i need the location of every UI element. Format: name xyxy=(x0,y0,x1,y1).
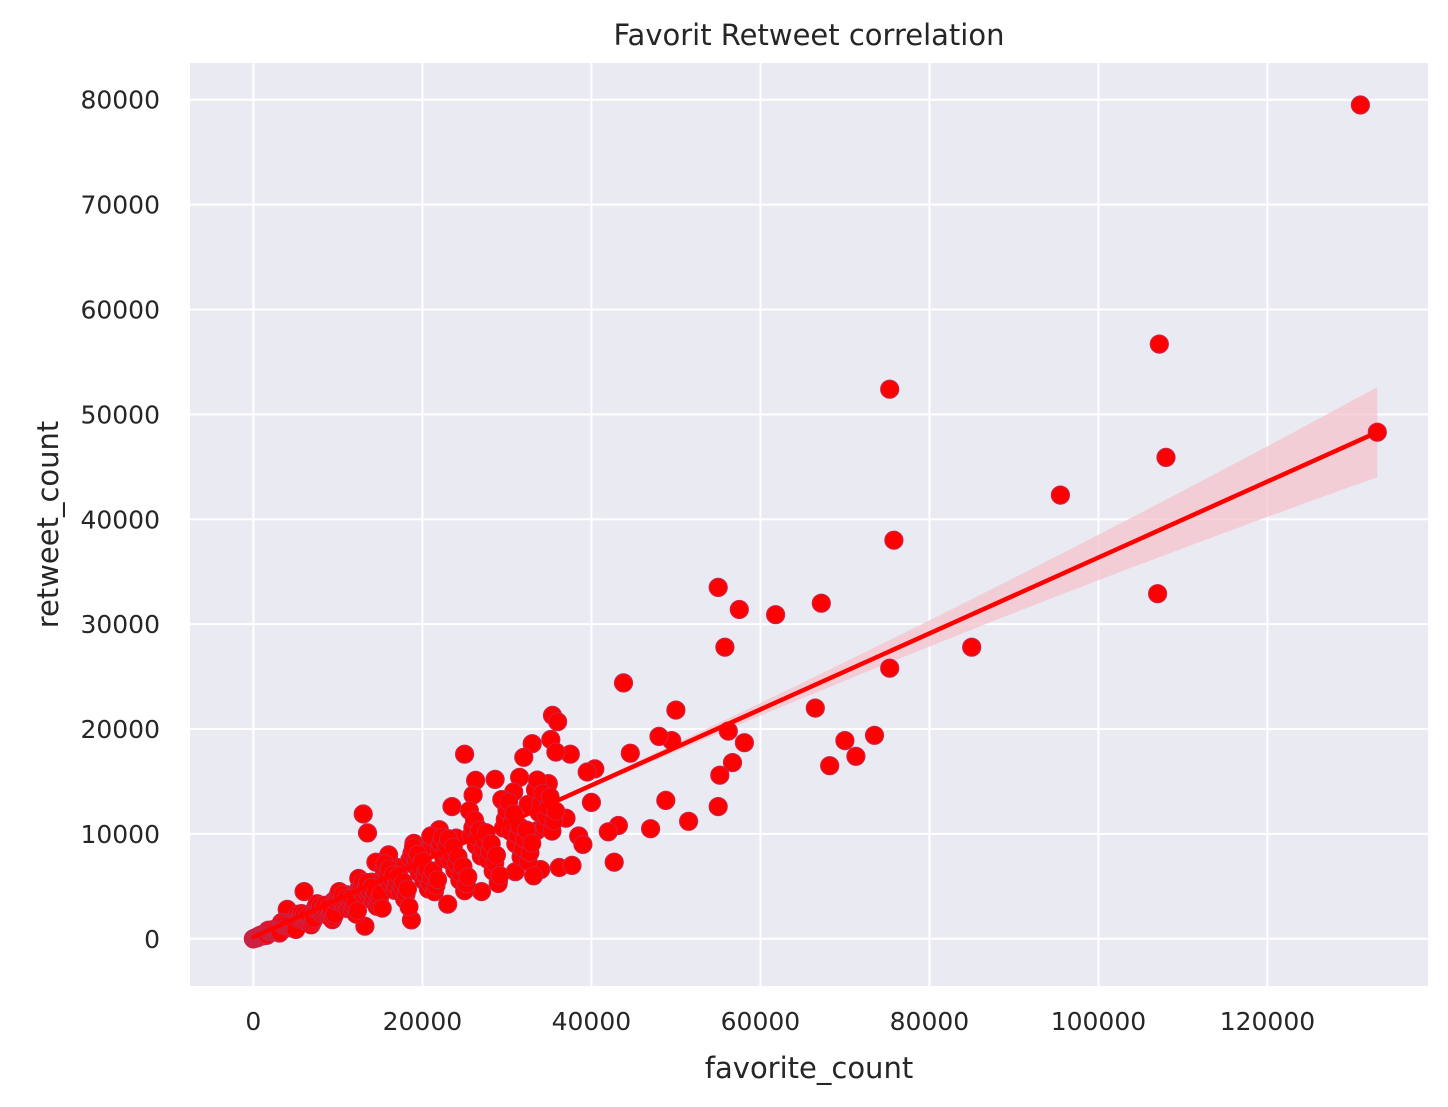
data-point xyxy=(666,700,686,720)
data-point xyxy=(722,752,743,773)
x-tick-label: 100000 xyxy=(1051,1007,1146,1036)
x-tick-label: 20000 xyxy=(383,1007,463,1036)
y-tick-label: 30000 xyxy=(80,610,160,639)
data-point xyxy=(490,866,510,885)
data-point xyxy=(620,743,640,763)
regression-line xyxy=(251,429,1380,940)
y-tick-label: 40000 xyxy=(80,505,160,534)
y-tick-label: 60000 xyxy=(80,295,160,324)
data-point xyxy=(765,605,786,625)
data-point xyxy=(487,845,506,865)
data-point xyxy=(442,796,462,817)
y-tick-label: 50000 xyxy=(80,400,160,429)
x-axis-title: favorite_count xyxy=(705,1051,913,1085)
data-point xyxy=(640,819,661,839)
data-point xyxy=(485,769,505,790)
data-point xyxy=(438,894,458,914)
x-tick-labels: 0 20000 40000 60000 80000 100000 120000 xyxy=(245,1007,1315,1036)
data-point xyxy=(522,833,542,853)
data-point xyxy=(649,726,669,747)
y-tick-label: 10000 xyxy=(80,820,160,849)
data-point xyxy=(348,901,367,921)
data-point xyxy=(880,379,900,399)
data-point xyxy=(455,744,475,764)
data-point xyxy=(880,658,900,678)
data-point xyxy=(1350,95,1371,115)
data-point xyxy=(820,756,840,776)
data-point xyxy=(1050,485,1071,505)
data-point xyxy=(715,637,735,657)
x-tick-label: 120000 xyxy=(1220,1007,1315,1036)
data-point xyxy=(372,898,392,918)
data-point xyxy=(604,852,624,872)
data-point xyxy=(547,712,568,732)
data-point xyxy=(562,855,582,876)
gridlines xyxy=(190,63,1428,986)
data-point xyxy=(514,747,534,767)
data-point xyxy=(1149,334,1169,354)
y-tick-labels: 0 10000 20000 30000 40000 50000 60000 70000 8000… xyxy=(80,86,160,954)
data-point xyxy=(353,804,373,824)
y-tick-label: 0 xyxy=(144,925,160,954)
data-point xyxy=(524,866,544,886)
data-point xyxy=(1156,447,1176,467)
y-tick-label: 20000 xyxy=(80,715,160,744)
data-point xyxy=(708,577,728,598)
data-point xyxy=(805,698,825,718)
data-point xyxy=(428,870,448,890)
data-point xyxy=(399,897,419,917)
data-point xyxy=(546,742,566,762)
data-point xyxy=(613,673,634,693)
data-point xyxy=(398,879,417,899)
data-point xyxy=(734,733,755,753)
y-axis-title: retweet_count xyxy=(31,421,65,629)
regression-line-path xyxy=(251,429,1380,940)
data-point xyxy=(598,822,618,842)
data-point xyxy=(708,796,728,817)
data-point xyxy=(835,730,855,751)
x-tick-label: 0 xyxy=(245,1007,261,1036)
data-point xyxy=(573,834,593,855)
x-tick-label: 80000 xyxy=(890,1007,970,1036)
y-tick-label: 70000 xyxy=(80,191,160,220)
chart-title: Favorit Retweet correlation xyxy=(614,18,1005,52)
x-tick-label: 40000 xyxy=(552,1007,632,1036)
data-point xyxy=(463,785,483,805)
data-point xyxy=(884,530,904,550)
data-point xyxy=(864,725,885,745)
data-point xyxy=(811,593,831,613)
x-tick-label: 60000 xyxy=(721,1007,801,1036)
data-point xyxy=(678,811,699,831)
data-point xyxy=(729,599,749,620)
data-point xyxy=(458,867,478,887)
data-point xyxy=(357,823,378,843)
data-point xyxy=(656,790,676,811)
data-point xyxy=(962,637,982,657)
data-point xyxy=(577,762,597,782)
data-point xyxy=(1147,584,1168,604)
data-point xyxy=(710,765,730,785)
data-point xyxy=(581,792,602,813)
y-tick-label: 80000 xyxy=(80,86,160,115)
data-point xyxy=(294,881,314,902)
data-point xyxy=(846,746,866,766)
